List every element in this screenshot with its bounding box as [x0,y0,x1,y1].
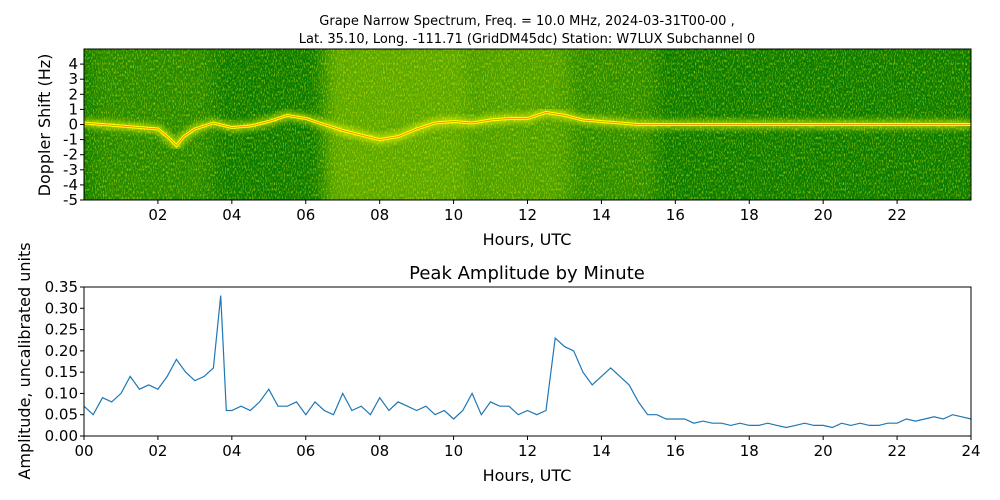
amplitude-x-tick-label: 10 [444,442,463,460]
spectrogram-x-axis-label: Hours, UTC [483,230,572,249]
amplitude-x-tick-label: 18 [740,442,759,460]
spectrogram-y-tick-label: -5 [63,191,78,209]
spectrogram-panel: Grape Narrow Spectrum, Freq. = 10.0 MHz,… [35,14,972,249]
spectrogram-x-tick-label: 04 [222,206,241,224]
spectrogram-y-tick-label: 0 [68,116,78,134]
amplitude-panel: Peak Amplitude by Minute 0.00 0.05 0.10 0.1… [15,242,981,485]
amplitude-plot-area [84,287,971,436]
spectrogram-y-tick-label: -3 [63,161,78,179]
spectrogram-x-tick-label: 22 [888,206,907,224]
amplitude-y-axis-label: Amplitude, uncalibrated units [15,242,34,479]
spectrogram-x-tick-label: 18 [740,206,759,224]
amplitude-x-tick-label: 00 [74,442,93,460]
amplitude-series-line [83,295,972,429]
amplitude-x-tick-label: 02 [148,442,167,460]
spectrogram-x-ticks: 02 04 06 08 10 12 14 16 18 20 22 [148,200,907,224]
spectrogram-x-tick-label: 10 [444,206,463,224]
amplitude-y-tick-label: 0.00 [45,427,78,445]
spectrogram-title-line1: Grape Narrow Spectrum, Freq. = 10.0 MHz,… [319,14,734,29]
amplitude-x-tick-label: 12 [518,442,537,460]
amplitude-x-ticks: 00 02 04 06 08 10 12 14 16 18 20 22 24 [74,436,981,460]
spectrogram-x-tick-label: 14 [592,206,611,224]
amplitude-x-tick-label: 08 [370,442,389,460]
spectrogram-y-tick-label: 2 [68,85,78,103]
amplitude-title: Peak Amplitude by Minute [409,263,645,284]
spectrogram-y-tick-label: 4 [68,55,78,73]
spectrogram-title-line2: Lat. 35.10, Long. -111.71 (GridDM45dc) S… [299,32,755,47]
amplitude-x-tick-label: 06 [296,442,315,460]
spectrogram-x-tick-label: 02 [148,206,167,224]
spectrogram-y-tick-label: -4 [63,176,78,194]
amplitude-y-ticks: 0.00 0.05 0.10 0.15 0.20 0.25 0.30 0.35 [45,278,84,445]
spectrogram-y-tick-label: 1 [68,100,78,118]
carrier-trace [84,107,971,153]
amplitude-y-tick-label: 0.20 [45,342,78,360]
amplitude-x-tick-label: 20 [814,442,833,460]
amplitude-x-tick-label: 24 [961,442,980,460]
spectrogram-x-tick-label: 08 [370,206,389,224]
amplitude-y-tick-label: 0.30 [45,299,78,317]
amplitude-x-tick-label: 14 [592,442,611,460]
spectrogram-x-tick-label: 16 [666,206,685,224]
spectrogram-image [84,49,971,200]
spectrogram-x-tick-label: 12 [518,206,537,224]
spectrogram-y-tick-label: 3 [68,70,78,88]
amplitude-x-tick-label: 04 [222,442,241,460]
amplitude-y-tick-label: 0.10 [45,384,78,402]
spectrogram-y-axis-label: Doppler Shift (Hz) [35,54,54,197]
spectrogram-y-tick-label: -2 [63,146,78,164]
amplitude-x-tick-label: 16 [666,442,685,460]
amplitude-y-tick-label: 0.25 [45,321,78,339]
amplitude-y-tick-label: 0.15 [45,363,78,381]
amplitude-y-tick-label: 0.05 [45,406,78,424]
spectrogram-y-tick-label: -1 [63,131,78,149]
spectrogram-x-tick-label: 20 [814,206,833,224]
amplitude-x-axis-label: Hours, UTC [483,466,572,485]
amplitude-x-tick-label: 22 [888,442,907,460]
amplitude-y-tick-label: 0.35 [45,278,78,296]
spectrogram-x-tick-label: 06 [296,206,315,224]
carrier-trace-core [84,111,971,147]
